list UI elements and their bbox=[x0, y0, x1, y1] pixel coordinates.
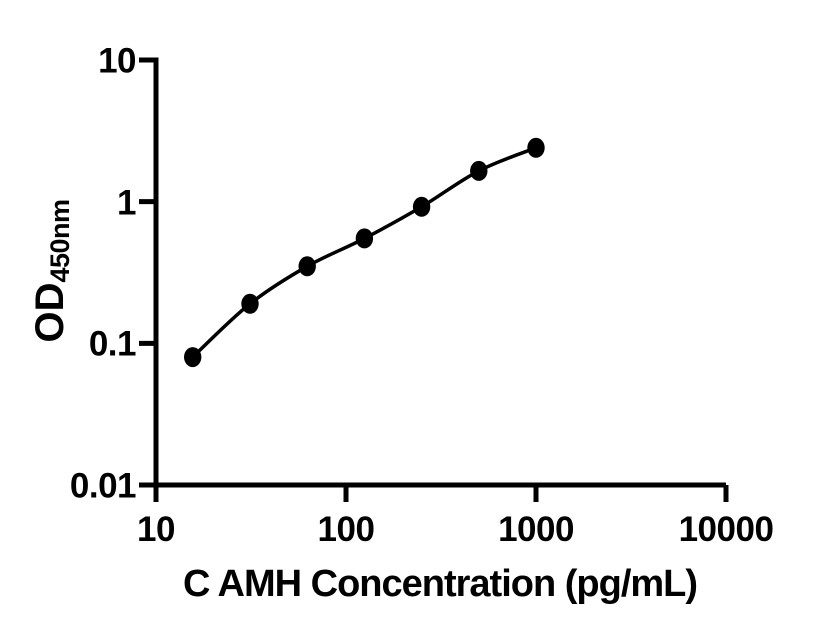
data-point-marker bbox=[184, 347, 202, 368]
y-tick-label-2: 0.1 bbox=[88, 324, 137, 364]
data-point-marker bbox=[412, 196, 431, 217]
x-tick-label-1: 100 bbox=[317, 510, 375, 549]
data-point-marker bbox=[527, 137, 545, 158]
y-axis-title-main: OD bbox=[28, 282, 72, 343]
data-point-marker bbox=[298, 256, 316, 277]
y-axis-title: OD450nm bbox=[28, 199, 75, 343]
x-tick-label-3: 10000 bbox=[678, 510, 774, 549]
y-axis-title-subscript: 450nm bbox=[45, 199, 75, 283]
y-tick-label-3: 0.01 bbox=[69, 466, 137, 506]
data-point-marker bbox=[470, 160, 488, 181]
data-point-marker bbox=[241, 293, 259, 314]
fit-curve bbox=[191, 146, 537, 359]
x-tick-label-0: 10 bbox=[137, 510, 175, 549]
y-tick-label-1: 1 bbox=[117, 183, 136, 223]
x-tick-label-2: 1000 bbox=[498, 510, 574, 549]
axes-lines bbox=[153, 57, 726, 488]
x-axis-title: C AMH Concentration (pg/mL) bbox=[182, 563, 698, 605]
y-tick-label-0: 10 bbox=[98, 41, 136, 81]
data-point-marker bbox=[355, 228, 374, 249]
